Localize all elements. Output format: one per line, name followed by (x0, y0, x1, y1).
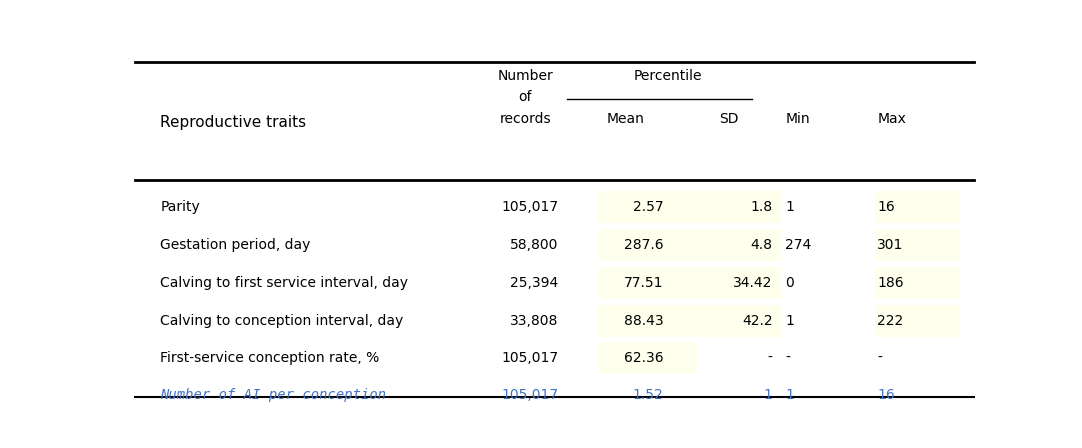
Text: Max: Max (878, 112, 907, 126)
Text: SD: SD (720, 112, 739, 126)
Bar (875, 305, 959, 337)
Bar (875, 267, 959, 299)
Text: Min: Min (786, 112, 809, 126)
Text: 105,017: 105,017 (502, 351, 558, 365)
Text: 25,394: 25,394 (511, 276, 558, 290)
Bar (690, 305, 781, 337)
Text: 105,017: 105,017 (502, 200, 558, 214)
Text: 186: 186 (878, 276, 903, 290)
Text: Percentile: Percentile (633, 69, 702, 83)
Bar (598, 305, 697, 337)
Text: 301: 301 (878, 238, 903, 252)
Text: 58,800: 58,800 (511, 238, 558, 252)
Text: -: - (878, 351, 882, 365)
Text: Parity: Parity (160, 200, 200, 214)
Bar (875, 191, 959, 223)
Text: 34.42: 34.42 (734, 276, 773, 290)
Text: 4.8: 4.8 (751, 238, 773, 252)
Text: 16: 16 (878, 200, 895, 214)
Text: Number of AI per conception: Number of AI per conception (160, 388, 386, 401)
Text: 0: 0 (786, 276, 794, 290)
Text: 1.8: 1.8 (751, 200, 773, 214)
Text: 222: 222 (878, 314, 903, 328)
Bar (875, 229, 959, 261)
Text: 16: 16 (878, 388, 895, 401)
Text: 1: 1 (786, 388, 794, 401)
Text: 33,808: 33,808 (511, 314, 558, 328)
Text: records: records (500, 112, 551, 126)
Bar (598, 267, 697, 299)
Bar (690, 191, 781, 223)
Bar (690, 229, 781, 261)
Text: Reproductive traits: Reproductive traits (160, 115, 306, 130)
Text: -: - (786, 351, 790, 365)
Text: Calving to conception interval, day: Calving to conception interval, day (160, 314, 404, 328)
Text: 62.36: 62.36 (624, 351, 663, 365)
Text: 1: 1 (764, 388, 773, 401)
Text: 274: 274 (786, 238, 812, 252)
Text: 1: 1 (786, 314, 794, 328)
Text: Mean: Mean (607, 112, 645, 126)
Bar (690, 267, 781, 299)
Text: 2.57: 2.57 (633, 200, 663, 214)
Text: 105,017: 105,017 (502, 388, 558, 401)
Text: Calving to first service interval, day: Calving to first service interval, day (160, 276, 408, 290)
Text: 88.43: 88.43 (624, 314, 663, 328)
Text: First-service conception rate, %: First-service conception rate, % (160, 351, 380, 365)
Text: 287.6: 287.6 (624, 238, 663, 252)
Bar (598, 191, 697, 223)
Text: 77.51: 77.51 (624, 276, 663, 290)
Text: 1.52: 1.52 (633, 388, 663, 401)
Text: Gestation period, day: Gestation period, day (160, 238, 311, 252)
Text: 1: 1 (786, 200, 794, 214)
Bar (598, 342, 697, 374)
Text: 42.2: 42.2 (742, 314, 773, 328)
Text: -: - (767, 351, 773, 365)
Text: Number: Number (498, 69, 553, 83)
Bar (598, 229, 697, 261)
Text: of: of (518, 90, 532, 104)
